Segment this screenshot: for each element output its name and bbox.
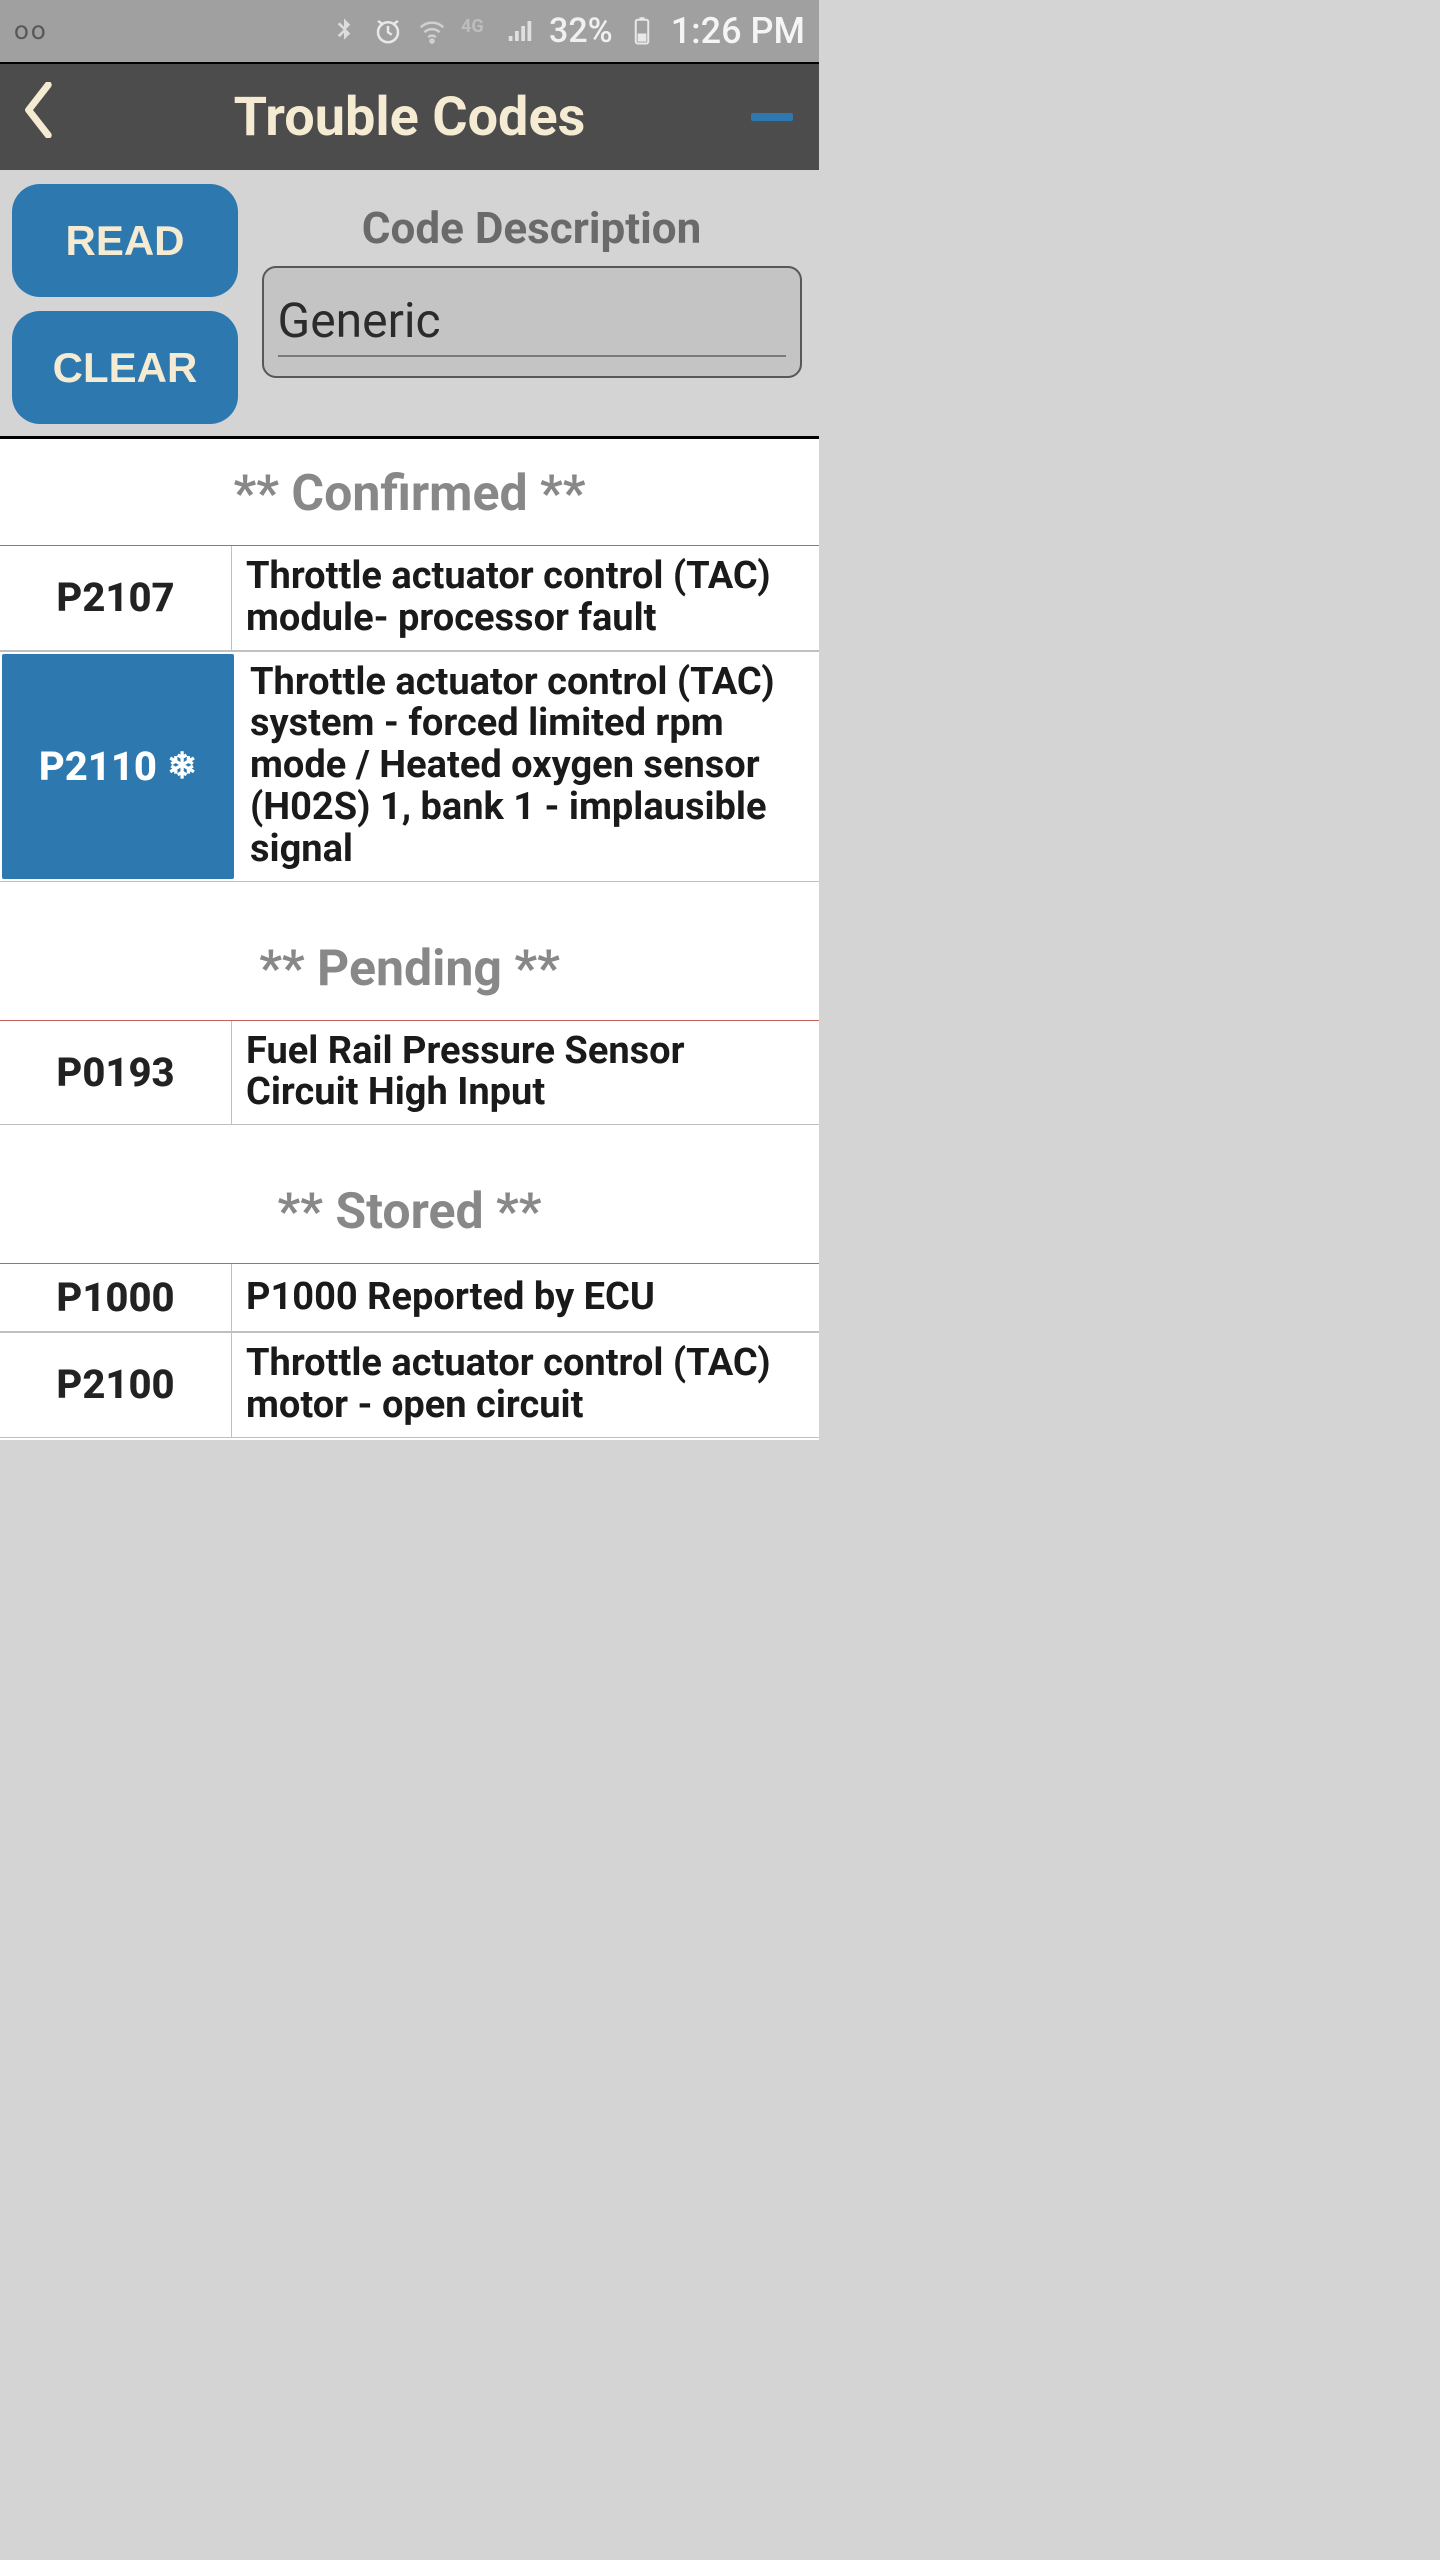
code-cell[interactable]: P2100 [0,1333,232,1437]
code-description-cell: Fuel Rail Pressure Sensor Circuit High I… [232,1021,819,1125]
bluetooth-icon [329,16,359,46]
code-description-cell: Throttle actuator control (TAC) module- … [232,546,819,650]
code-description-cell: Throttle actuator control (TAC) motor - … [232,1333,819,1437]
code-list[interactable]: ** Confirmed **P2107Throttle actuator co… [0,436,819,1440]
status-time: 1:26 PM [671,10,805,52]
controls-area: READ CLEAR Code Description Generic [0,170,819,436]
code-row[interactable]: P2110❄Throttle actuator control (TAC) sy… [0,651,819,882]
alarm-icon [373,16,403,46]
code-row[interactable]: P0193Fuel Rail Pressure Sensor Circuit H… [0,1020,819,1126]
code-description-value: Generic [278,292,786,357]
code-cell[interactable]: P1000 [0,1264,232,1331]
read-button[interactable]: READ [12,184,238,297]
battery-percent: 32% [549,11,613,51]
code-cell[interactable]: P2107 [0,546,232,650]
code-description-heading: Code Description [362,202,702,254]
clear-button[interactable]: CLEAR [12,311,238,424]
status-bar: oo 4G 32% 1:26 PM [0,0,819,62]
wifi-icon [417,16,447,46]
code-row[interactable]: P1000P1000 Reported by ECU [0,1263,819,1332]
code-description-cell: Throttle actuator control (TAC) system -… [236,652,819,881]
section-header: ** Stored ** [0,1157,819,1263]
section-header: ** Pending ** [0,914,819,1020]
section-header: ** Confirmed ** [0,439,819,545]
code-description-field[interactable]: Generic [262,266,802,378]
code-row[interactable]: P2100Throttle actuator control (TAC) mot… [0,1332,819,1438]
snowflake-icon: ❄ [167,745,197,787]
app-header: Trouble Codes [0,62,819,170]
signal-icon [505,16,535,46]
code-description-cell: P1000 Reported by ECU [232,1264,819,1331]
network-icon: 4G [461,16,491,46]
voicemail-icon: oo [14,16,48,46]
code-cell[interactable]: P0193 [0,1021,232,1125]
back-button[interactable] [20,82,54,152]
page-title: Trouble Codes [234,86,586,149]
battery-icon [627,16,657,46]
code-cell[interactable]: P2110❄ [2,654,234,879]
phone-frame: oo 4G 32% 1:26 PM Trouble [0,0,819,1440]
code-row[interactable]: P2107Throttle actuator control (TAC) mod… [0,545,819,651]
menu-button[interactable] [751,113,793,121]
